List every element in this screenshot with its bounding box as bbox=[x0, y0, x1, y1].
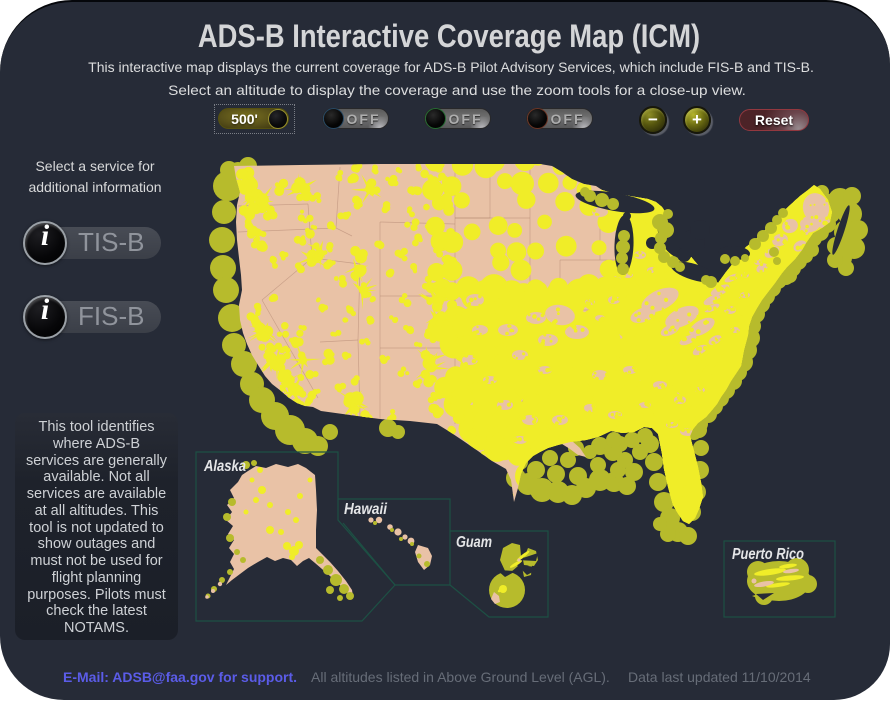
svg-text:Guam: Guam bbox=[456, 534, 492, 551]
svg-text:Alaska: Alaska bbox=[203, 458, 246, 475]
svg-text:Puerto Rico: Puerto Rico bbox=[732, 546, 804, 563]
svg-text:Hawaii: Hawaii bbox=[344, 501, 387, 518]
